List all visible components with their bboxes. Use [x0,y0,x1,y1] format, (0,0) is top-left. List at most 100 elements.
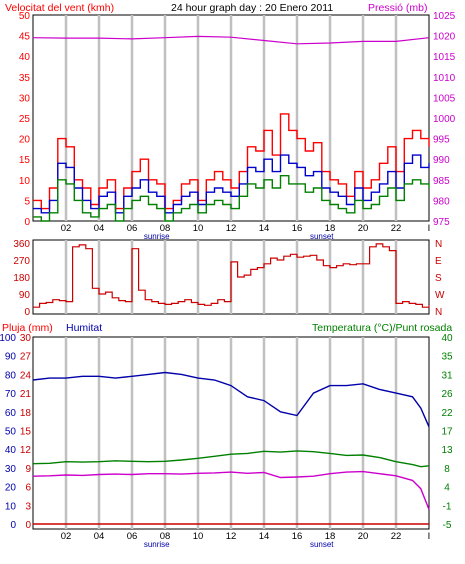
p1-x-tick: 18 [325,223,336,234]
wind-pressure-panel: 0510152025303540455097598098599099510001… [5,2,456,241]
compass-label: S [435,273,442,284]
compass-label: N [435,239,442,250]
p3-sunset-label: sunset [310,540,334,549]
wind-y-tick: 35 [19,73,31,84]
wind-y-tick: 10 [19,176,31,187]
wind_min-line [33,175,430,222]
p1-x-tick: 06 [127,223,138,234]
p1-x-tick: 20 [358,223,369,234]
humidity-y-tick: 20 [5,483,17,494]
humidity-temperature-panel: 0102030405060708090100036912151821242730… [0,322,453,549]
wind-speed-axis-title: Velocitat del vent (kmh) [5,2,114,14]
wind-y-tick: 5 [24,196,30,207]
p1-x-tick: 16 [292,223,303,234]
humidity-y-tick: 60 [5,408,17,419]
rain-y-tick: 30 [20,333,32,344]
wind-y-tick: 15 [19,155,31,166]
chart-title: 24 hour graph day : 20 Enero 2011 [171,2,333,14]
rain-y-tick: 27 [20,352,32,363]
wind-y-tick: 40 [19,52,31,63]
panel1-ticks: 0510152025303540455097598098599099510001… [19,11,456,241]
wind-y-tick: 45 [19,32,31,43]
rain-axis-title: Pluja (mm) [2,322,53,334]
pressure-y-tick: 975 [433,217,450,228]
temperature-y-tick: 22 [441,408,453,419]
humidity-y-tick: 30 [5,464,17,475]
direction-y-tick: 360 [13,239,30,250]
humidity-y-tick: 0 [10,520,16,531]
pressure-y-tick: 995 [433,135,450,146]
wind-y-tick: 0 [24,217,30,228]
p3-x-tick: 02 [61,531,72,542]
humidity-y-tick: 80 [5,370,17,381]
rain-y-tick: 6 [25,483,31,494]
p3-x-tick: 18 [325,531,336,542]
p3-x-tick: 08 [160,531,171,542]
wind-y-tick: 50 [19,11,31,22]
pressure-y-tick: 1000 [433,114,456,125]
pressure-y-tick: 1010 [433,73,456,84]
compass-label: W [435,290,445,301]
pressure-y-tick: 1005 [433,93,456,104]
temperature-axis-title: Temperatura (°C)/Punt rosada [312,322,452,334]
humidity-axis-title: Humitat [66,322,102,334]
rain-y-tick: 18 [20,408,32,419]
pressure-y-tick: 1015 [433,52,456,63]
temperature-y-tick: 31 [441,370,453,381]
p3-x-tick: 22 [391,531,402,542]
humidity-line [32,371,430,428]
p3-x-tick: 20 [358,531,369,542]
humidity-y-tick: 40 [5,445,17,456]
p1-x-tick: 14 [259,223,270,234]
wind-y-tick: 25 [19,114,31,125]
dewpoint-line [32,470,430,510]
p3-x-tick: 04 [94,531,105,542]
p3-x-tick: 12 [226,531,237,542]
humidity-y-tick: 100 [0,333,16,344]
p1-x-tick: 02 [61,223,72,234]
temperature-y-tick: -5 [443,520,452,531]
wind-y-tick: 20 [19,135,31,146]
panel1-series [32,35,430,222]
humidity-y-tick: 50 [5,427,17,438]
wind-y-tick: 30 [19,93,31,104]
rain-y-tick: 24 [20,370,32,381]
pressure-axis-title: Pressió (mb) [368,2,428,14]
panel3-ticks: 0102030405060708090100036912151821242730… [0,333,453,549]
p1-x-tick: I [428,223,431,234]
humidity-y-tick: 90 [5,352,17,363]
panel3-gridlines [64,337,398,529]
pressure-y-tick: 985 [433,176,450,187]
direction-y-tick: 0 [24,307,30,318]
pressure-line [32,35,430,45]
rain-y-tick: 21 [20,389,32,400]
temperature-line [32,450,430,468]
temperature-y-tick: 40 [441,333,453,344]
temperature-y-tick: 17 [441,427,453,438]
rain-y-tick: 12 [20,445,32,456]
rain-y-tick: 3 [25,501,31,512]
pressure-y-tick: 990 [433,155,450,166]
p1-x-tick: 04 [94,223,105,234]
p1-x-tick: 10 [193,223,204,234]
panel3-series [32,371,430,525]
temperature-y-tick: 35 [441,352,453,363]
pressure-y-tick: 1020 [433,32,456,43]
direction-y-tick: 270 [13,256,30,267]
panel2-series [33,243,430,308]
rain-y-tick: 0 [25,520,31,531]
p1-sunrise-label: sunrise [144,232,170,241]
temperature-y-tick: 26 [441,389,453,400]
p3-x-tick: 06 [127,531,138,542]
humidity-y-tick: 70 [5,389,17,400]
humidity-y-tick: 10 [5,501,17,512]
direction-y-tick: 90 [19,290,31,301]
temperature-y-tick: 13 [441,445,453,456]
p3-x-tick: 14 [259,531,270,542]
rain-y-tick: 15 [20,427,32,438]
temperature-dewpoint-title: Temperatura (°C)/Punt rosada [312,322,452,334]
